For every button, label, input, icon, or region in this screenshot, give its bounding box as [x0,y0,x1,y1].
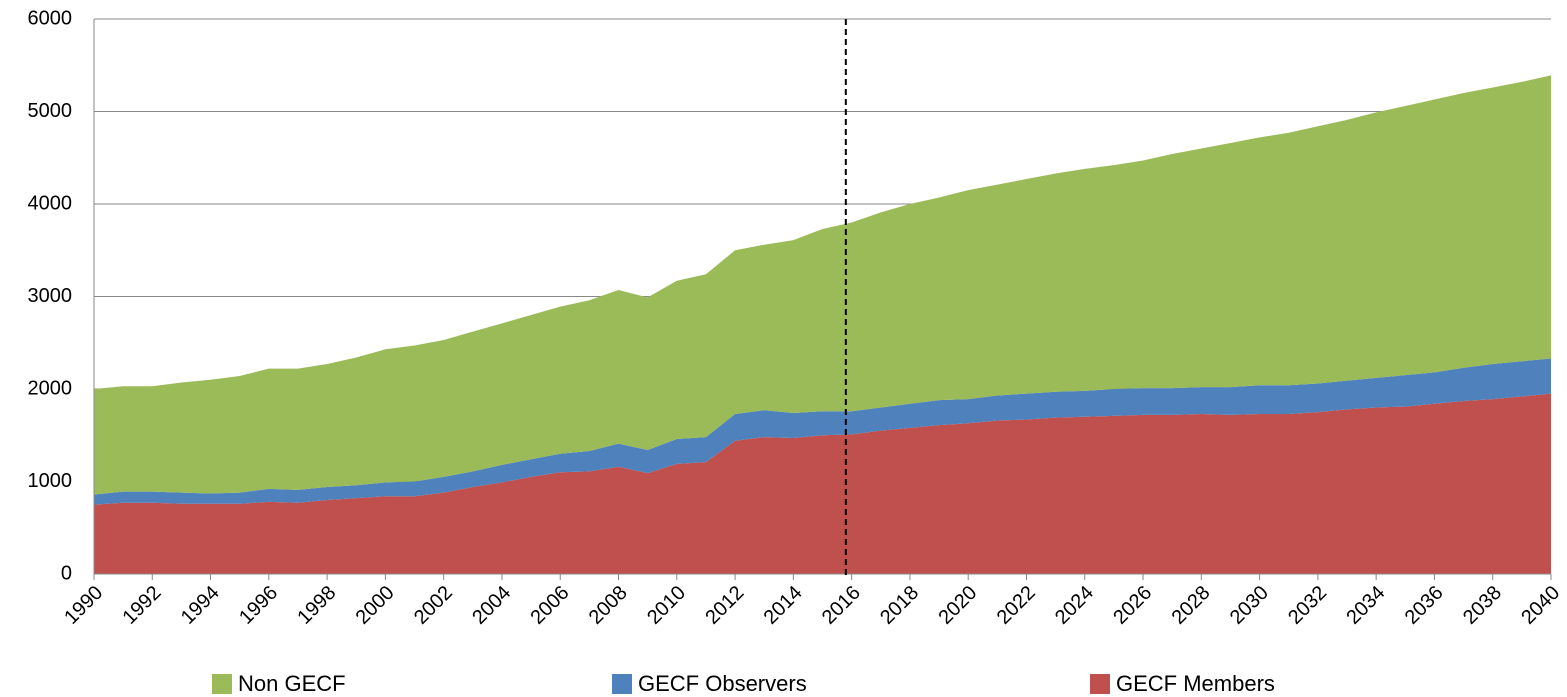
y-tick-label: 2000 [28,377,73,399]
y-tick-label: 6000 [28,7,73,29]
area [94,75,1551,495]
x-tick-label: 2006 [526,582,573,629]
y-tick-label: 4000 [28,192,73,214]
x-tick-label: 2012 [701,582,748,629]
x-tick-label: 2008 [585,582,632,629]
x-tick-label: 1998 [293,582,340,629]
x-tick-label: 2016 [818,582,865,629]
x-tick-label: 1996 [235,582,282,629]
x-tick-label: 2034 [1342,582,1389,629]
legend-swatch [1090,674,1110,694]
legend-swatch [612,674,632,694]
x-tick-label: 2024 [1051,582,1098,629]
x-tick-label: 2004 [468,582,515,629]
x-tick-label: 2028 [1168,582,1215,629]
x-tick-label: 2038 [1459,582,1506,629]
x-tick-label: 2030 [1226,582,1273,629]
x-tick-label: 2000 [352,582,399,629]
x-tick-label: 1992 [119,582,166,629]
legend-label: Non GECF [238,671,346,696]
x-tick-label: 2014 [760,582,807,629]
x-tick-label: 2020 [934,582,981,629]
x-tick-label: 2010 [643,582,690,629]
y-tick-label: 3000 [28,285,73,307]
y-tick-label: 1000 [28,470,73,492]
x-tick-label: 2026 [1109,582,1156,629]
x-tick-label: 2032 [1284,582,1331,629]
legend-swatch [212,674,232,694]
x-tick-label: 2018 [876,582,923,629]
y-tick-label: 5000 [28,100,73,122]
area [94,358,1551,505]
x-tick-label: 1994 [177,582,224,629]
y-tick-label: 0 [61,562,72,584]
area [94,393,1551,574]
x-tick-label: 2022 [993,582,1040,629]
legend-label: GECF Members [1116,671,1275,696]
x-tick-label: 2040 [1517,582,1564,629]
legend: Non GECF GECF Observers GECF Members [212,671,1275,696]
x-tick-label: 2002 [410,582,457,629]
x-tick-label: 2036 [1401,582,1448,629]
x-tick-label: 1990 [60,582,107,629]
legend-label: GECF Observers [638,671,807,696]
